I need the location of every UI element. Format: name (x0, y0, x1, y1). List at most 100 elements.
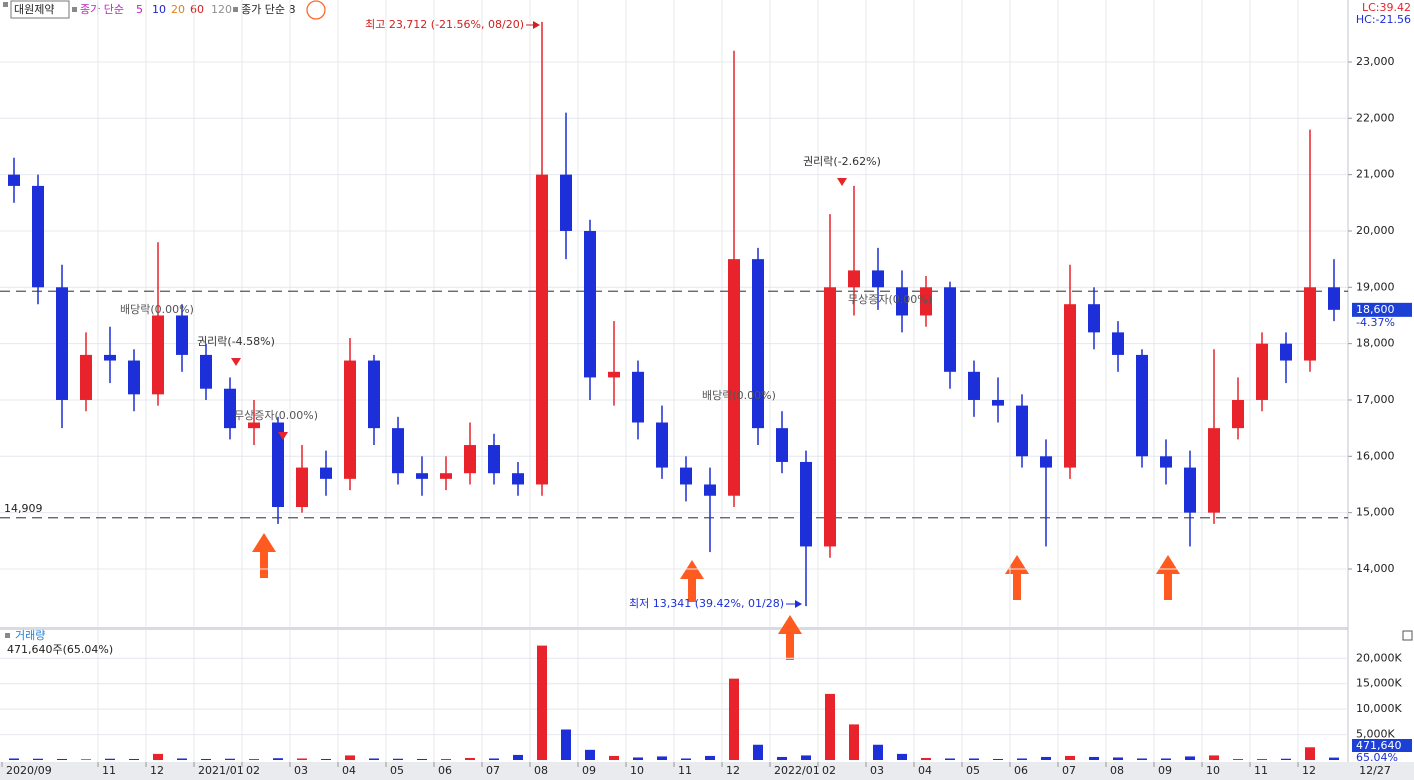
volume-bar (33, 758, 43, 760)
x-tick-label: 02 (246, 764, 260, 777)
annotation-arrowhead (795, 600, 802, 608)
candle-body (920, 287, 932, 316)
volume-bar (633, 757, 643, 760)
stock-box[interactable] (10, 0, 70, 19)
x-tick-label: 2022/01 (774, 764, 820, 777)
volume-bar (81, 759, 91, 760)
annotation: 최고 23,712 (-21.56%, 08/20) (365, 18, 524, 31)
x-end-label: 12/27 (1359, 764, 1391, 777)
candle-body (776, 428, 788, 462)
ma-period: 120 (211, 3, 232, 16)
up-arrow (252, 533, 276, 578)
volume-bar (1185, 756, 1195, 760)
legend-square (233, 7, 238, 12)
volume-bar (1065, 755, 1075, 760)
candle-body (1328, 287, 1340, 310)
volume-bar (873, 744, 883, 760)
candle-body (1232, 399, 1244, 429)
pane-close[interactable] (1402, 630, 1413, 641)
candle-body (416, 473, 428, 479)
annotation: 무상증자(0.00%) (234, 409, 318, 422)
volume-summary: 471,640주(65.04%) (7, 643, 113, 656)
candle-body (1280, 343, 1292, 361)
stock-name: 대원제약 (14, 2, 54, 16)
candle-body (1040, 456, 1052, 468)
volume-bar (705, 755, 715, 760)
x-tick-label: 02 (822, 764, 836, 777)
lc-label: LC:39.42 (1362, 1, 1411, 14)
current-volume-change: 65.04% (1356, 751, 1398, 764)
candle-body (1184, 467, 1196, 513)
y-tick-label: 16,000 (1356, 449, 1395, 462)
volume-bar (969, 758, 979, 760)
candle-body (1016, 405, 1028, 457)
candle-body (632, 371, 644, 423)
pane-separator (0, 627, 1348, 630)
x-tick-label: 10 (630, 764, 644, 777)
volume-bar (1281, 758, 1291, 760)
candle-body (488, 445, 500, 474)
add-indicator[interactable] (306, 0, 326, 20)
candle-body (128, 360, 140, 395)
annotation-arrowhead (533, 21, 540, 29)
y-tick-label: 20,000K (1356, 651, 1402, 664)
x-tick-label: 12 (150, 764, 164, 777)
y-tick-label: 20,000 (1356, 224, 1395, 237)
x-tick-label: 09 (1158, 764, 1172, 777)
candle-body (320, 467, 332, 479)
annotation: 권리락(-2.62%) (803, 155, 881, 168)
up-arrow (1005, 555, 1029, 600)
volume-bar (1113, 757, 1123, 760)
x-tick-label: 04 (918, 764, 932, 777)
candle-body (848, 270, 860, 288)
candle-body (56, 287, 68, 400)
volume-bar (1329, 757, 1339, 760)
candle-body (944, 287, 956, 372)
volume-bar (297, 758, 307, 760)
volume-bar (57, 758, 67, 760)
ma-period: 20 (171, 3, 185, 16)
volume-bar (105, 758, 115, 760)
candle-body (296, 467, 308, 508)
candle-body (680, 467, 692, 485)
candle-body (704, 484, 716, 496)
candle-body (1088, 304, 1100, 333)
ma2-label: 종가 단순 8 (241, 3, 295, 16)
candle-body (1136, 354, 1148, 457)
y-tick-label: 17,000 (1356, 393, 1395, 406)
ma-period: 10 (152, 3, 166, 16)
candle-body (392, 428, 404, 474)
volume-bar (1041, 756, 1051, 760)
legend-square (5, 633, 10, 638)
y-tick-label: 15,000K (1356, 677, 1402, 690)
volume-bar (825, 693, 835, 760)
x-tick-label: 08 (534, 764, 548, 777)
volume-bar (1017, 758, 1027, 760)
candle-body (536, 174, 548, 485)
x-tick-label: 11 (1254, 764, 1268, 777)
volume-bar (1161, 758, 1171, 760)
event-marker (278, 432, 288, 440)
x-tick-label: 04 (342, 764, 356, 777)
candle-body (464, 445, 476, 474)
x-tick-label: 2021/01 (198, 764, 244, 777)
volume-bar (945, 758, 955, 760)
volume-bar (201, 758, 211, 760)
current-volume-box (1352, 739, 1412, 752)
y-tick-label: 10,000K (1356, 702, 1402, 715)
volume-bar (1137, 758, 1147, 760)
candle-body (152, 315, 164, 395)
x-tick-label: 09 (582, 764, 596, 777)
volume-bar (753, 744, 763, 760)
volume-bar (321, 758, 331, 760)
candle-body (800, 461, 812, 547)
candle-body (104, 354, 116, 361)
annotation: 무상증자(0.00%) (848, 293, 932, 306)
volume-bar (585, 749, 595, 760)
x-tick-label: 08 (1110, 764, 1124, 777)
y-tick-label: 19,000 (1356, 280, 1395, 293)
volume-bar (465, 757, 475, 760)
candle-body (176, 315, 188, 355)
x-tick-label: 07 (1062, 764, 1076, 777)
